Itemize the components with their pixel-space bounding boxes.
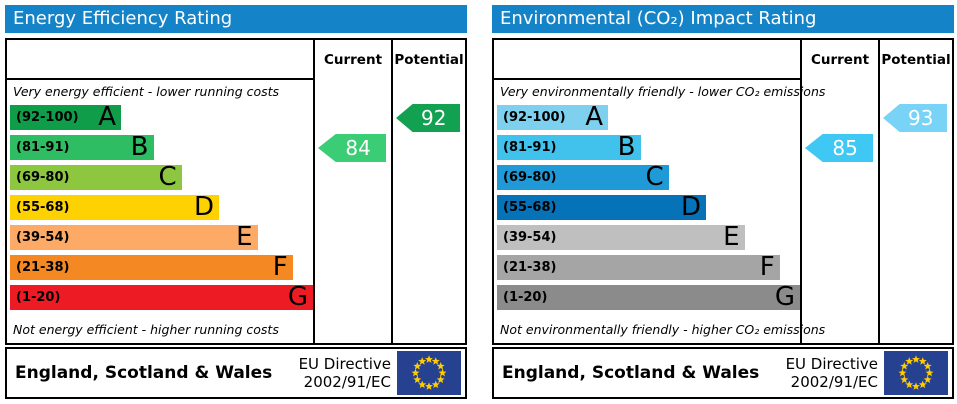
energy-bands-column: Very energy efficient - lower running co… (7, 40, 313, 343)
band-letter: B (617, 131, 636, 162)
band-range: (1-20) (503, 289, 548, 305)
band-row: (39-54) E (494, 222, 800, 252)
band-row: (69-80) C (494, 162, 800, 192)
eu-flag-icon (397, 351, 461, 395)
band-letter: E (236, 221, 253, 252)
energy-title: Energy Efficiency Rating (5, 5, 467, 33)
band-row: (55-68) D (7, 192, 313, 222)
bottom-caption: Not environmentally friendly - higher CO… (500, 322, 826, 337)
band-row: (69-80) C (7, 162, 313, 192)
eu-directive-line1: EU Directive (785, 355, 878, 373)
potential-column: Potential 92 (391, 40, 465, 343)
band-row: (81-91) B (494, 132, 800, 162)
band-g: (1-20) G (10, 281, 313, 312)
top-caption: Very environmentally friendly - lower CO… (500, 84, 826, 99)
band-row: (1-20) G (7, 282, 313, 312)
energy-footer: England, Scotland & Wales EU Directive 2… (5, 347, 467, 399)
band-letter: F (272, 251, 288, 282)
band-row: (39-54) E (7, 222, 313, 252)
header-spacer (7, 40, 313, 80)
band-letter: A (98, 101, 117, 132)
band-letter: C (158, 161, 177, 192)
band-row: (55-68) D (494, 192, 800, 222)
band-range: (69-80) (503, 169, 557, 185)
band-range: (92-100) (503, 109, 566, 125)
band-row: (21-38) F (494, 252, 800, 282)
band-range: (55-68) (16, 199, 70, 215)
band-letter: F (759, 251, 775, 282)
co2-footer: England, Scotland & Wales EU Directive 2… (492, 347, 954, 399)
eu-flag-icon (884, 351, 948, 395)
band-letter: D (193, 191, 214, 222)
eu-directive-label: EU Directive 2002/91/EC (786, 355, 878, 391)
band-d: (55-68) D (10, 191, 219, 222)
band-letter: B (130, 131, 149, 162)
band-range: (1-20) (16, 289, 61, 305)
band-row: (92-100) A (7, 102, 313, 132)
potential-arrow: 92 (396, 104, 460, 132)
eu-directive-line2: 2002/91/EC (790, 373, 878, 391)
current-arrow: 84 (318, 134, 386, 162)
current-header: Current (810, 52, 870, 68)
band-letter: E (723, 221, 740, 252)
current-arrow: 85 (805, 134, 873, 162)
co2-rating-table: Very environmentally friendly - lower CO… (492, 38, 954, 345)
band-rows: (92-100) A (81-91) B (69-80) C (55-68) D (39-54)… (494, 101, 800, 312)
band-b: (81-91) B (497, 131, 641, 162)
band-c: (69-80) C (10, 161, 182, 192)
current-column: Current 85 (800, 40, 878, 343)
potential-header: Potential (881, 52, 951, 68)
band-row: (21-38) F (7, 252, 313, 282)
co2-impact-panel: Environmental (CO₂) Impact Rating Very e… (492, 5, 954, 399)
potential-arrow: 93 (883, 104, 947, 132)
current-column: Current 84 (313, 40, 391, 343)
region-label: England, Scotland & Wales (15, 363, 273, 383)
co2-bands-column: Very environmentally friendly - lower CO… (494, 40, 826, 343)
eu-directive-line1: EU Directive (298, 355, 391, 373)
band-range: (81-91) (16, 139, 70, 155)
eu-directive-line2: 2002/91/EC (303, 373, 391, 391)
band-letter: A (585, 101, 604, 132)
band-row: (1-20) G (494, 282, 800, 312)
band-letter: G (774, 281, 795, 312)
band-a: (92-100) A (10, 101, 122, 132)
band-e: (39-54) E (497, 221, 745, 252)
co2-title: Environmental (CO₂) Impact Rating (492, 5, 954, 33)
band-b: (81-91) B (10, 131, 154, 162)
header-spacer (494, 40, 800, 80)
band-range: (21-38) (16, 259, 70, 275)
region-label: England, Scotland & Wales (502, 363, 760, 383)
band-f: (21-38) F (497, 251, 780, 282)
band-f: (21-38) F (10, 251, 293, 282)
band-row: (81-91) B (7, 132, 313, 162)
band-range: (21-38) (503, 259, 557, 275)
band-range: (81-91) (503, 139, 557, 155)
band-letter: G (287, 281, 308, 312)
current-header: Current (323, 52, 383, 68)
band-range: (69-80) (16, 169, 70, 185)
band-e: (39-54) E (10, 221, 258, 252)
band-range: (39-54) (503, 229, 557, 245)
band-g: (1-20) G (497, 281, 800, 312)
band-c: (69-80) C (497, 161, 669, 192)
band-range: (39-54) (16, 229, 70, 245)
band-a: (92-100) A (497, 101, 609, 132)
top-caption: Very energy efficient - lower running co… (13, 84, 280, 99)
potential-column: Potential 93 (878, 40, 952, 343)
band-letter: D (680, 191, 701, 222)
band-rows: (92-100) A (81-91) B (69-80) C (55-68) D (39-54)… (7, 101, 313, 312)
energy-efficiency-panel: Energy Efficiency Rating Very energy eff… (5, 5, 467, 399)
band-letter: C (645, 161, 664, 192)
bottom-caption: Not energy efficient - higher running co… (13, 322, 279, 337)
eu-directive-label: EU Directive 2002/91/EC (299, 355, 391, 391)
band-range: (55-68) (503, 199, 557, 215)
band-d: (55-68) D (497, 191, 706, 222)
potential-header: Potential (394, 52, 464, 68)
energy-rating-table: Very energy efficient - lower running co… (5, 38, 467, 345)
band-range: (92-100) (16, 109, 79, 125)
band-row: (92-100) A (494, 102, 800, 132)
